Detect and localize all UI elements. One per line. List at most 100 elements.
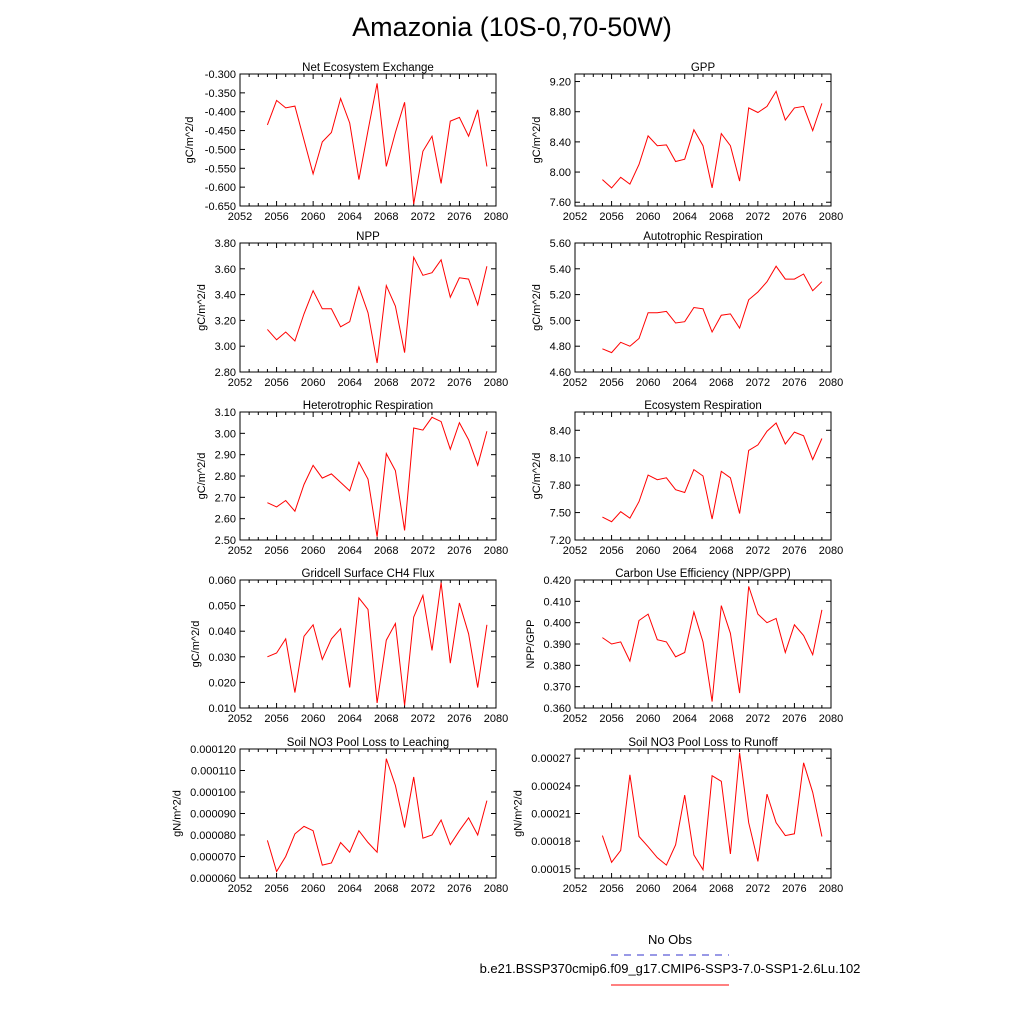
x-tick-label: 2080 bbox=[484, 211, 508, 223]
panel-title: Carbon Use Efficiency (NPP/GPP) bbox=[615, 568, 791, 580]
y-tick-label: 0.420 bbox=[543, 575, 571, 587]
y-tick-label: 0.380 bbox=[543, 660, 571, 672]
x-tick-label: 2072 bbox=[411, 883, 435, 895]
x-tick-label: 2064 bbox=[337, 713, 361, 725]
x-tick-label: 2080 bbox=[484, 883, 508, 895]
y-tick-label: 2.60 bbox=[215, 514, 236, 526]
x-tick-label: 2076 bbox=[447, 545, 471, 557]
y-axis-label: gC/m^2/d bbox=[190, 621, 202, 668]
series-line bbox=[267, 416, 488, 537]
series-line bbox=[266, 83, 488, 205]
x-tick-label: 2060 bbox=[301, 377, 325, 389]
y-tick-label: 0.000070 bbox=[190, 852, 236, 864]
y-tick-label: 5.60 bbox=[550, 238, 571, 250]
x-tick-label: 2052 bbox=[563, 883, 587, 895]
x-tick-label: 2056 bbox=[599, 545, 623, 557]
legend-no-obs-label: No Obs bbox=[647, 932, 693, 947]
y-tick-label: 8.40 bbox=[550, 137, 571, 149]
x-tick-label: 2056 bbox=[599, 377, 623, 389]
x-tick-label: 2060 bbox=[636, 377, 660, 389]
plot-frame bbox=[239, 73, 497, 207]
y-tick-label: 3.00 bbox=[215, 428, 236, 440]
x-tick-label: 2064 bbox=[672, 377, 696, 389]
y-tick-label: 0.020 bbox=[208, 677, 236, 689]
panel-title: Soil NO3 Pool Loss to Runoff bbox=[628, 737, 778, 749]
x-tick-label: 2056 bbox=[599, 713, 623, 725]
x-tick-label: 2052 bbox=[228, 883, 252, 895]
panel-title: Heterotrophic Respiration bbox=[303, 400, 433, 412]
y-tick-label: 0.410 bbox=[543, 596, 571, 608]
x-tick-label: 2068 bbox=[709, 545, 733, 557]
plot-frame bbox=[574, 242, 832, 373]
panel-title: Soil NO3 Pool Loss to Leaching bbox=[287, 737, 449, 749]
y-tick-label: 7.80 bbox=[550, 480, 571, 492]
y-tick-label: 0.050 bbox=[208, 601, 236, 613]
x-tick-label: 2076 bbox=[782, 211, 806, 223]
y-axis-label: gC/m^2/d bbox=[196, 284, 208, 331]
x-tick-label: 2068 bbox=[374, 377, 398, 389]
x-tick-label: 2064 bbox=[672, 211, 696, 223]
x-tick-label: 2056 bbox=[264, 713, 288, 725]
x-tick-label: 2052 bbox=[563, 545, 587, 557]
y-tick-label: 0.00027 bbox=[531, 753, 571, 765]
y-tick-label: 0.00021 bbox=[531, 809, 571, 821]
x-tick-label: 2072 bbox=[746, 377, 770, 389]
x-tick-label: 2060 bbox=[636, 883, 660, 895]
plot-frame bbox=[574, 748, 832, 879]
y-tick-label: 3.40 bbox=[215, 290, 236, 302]
y-tick-label: 7.20 bbox=[550, 535, 571, 547]
y-tick-label: 3.00 bbox=[215, 341, 236, 353]
x-tick-label: 2080 bbox=[484, 377, 508, 389]
x-tick-label: 2068 bbox=[374, 211, 398, 223]
x-tick-label: 2080 bbox=[819, 377, 843, 389]
y-tick-label: 5.00 bbox=[550, 315, 571, 327]
x-tick-label: 2056 bbox=[264, 377, 288, 389]
y-tick-label: 4.80 bbox=[550, 341, 571, 353]
y-tick-label: 0.00015 bbox=[531, 864, 571, 876]
x-tick-label: 2052 bbox=[228, 545, 252, 557]
y-tick-label: -0.550 bbox=[205, 163, 236, 175]
y-tick-label: 4.60 bbox=[550, 367, 571, 379]
y-tick-label: 7.50 bbox=[550, 508, 571, 520]
panel-title: Ecosystem Respiration bbox=[644, 400, 762, 412]
x-tick-label: 2072 bbox=[411, 211, 435, 223]
series-line bbox=[601, 752, 823, 872]
y-tick-label: 3.60 bbox=[215, 264, 236, 276]
x-tick-label: 2076 bbox=[447, 211, 471, 223]
y-tick-label: 0.060 bbox=[208, 575, 236, 587]
x-tick-label: 2076 bbox=[447, 883, 471, 895]
x-tick-label: 2052 bbox=[563, 377, 587, 389]
y-tick-label: 7.60 bbox=[550, 197, 571, 209]
series-line bbox=[267, 255, 488, 364]
y-tick-label: 5.20 bbox=[550, 290, 571, 302]
panel-title: GPP bbox=[691, 62, 716, 74]
series-line bbox=[602, 586, 823, 702]
x-tick-label: 2064 bbox=[337, 377, 361, 389]
x-tick-label: 2060 bbox=[636, 211, 660, 223]
y-tick-label: 0.360 bbox=[543, 703, 571, 715]
x-tick-label: 2068 bbox=[709, 377, 733, 389]
page-title: Amazonia (10S-0,70-50W) bbox=[352, 12, 672, 42]
y-tick-label: -0.400 bbox=[205, 107, 236, 119]
y-tick-label: 0.030 bbox=[208, 652, 236, 664]
y-tick-label: 2.80 bbox=[215, 471, 236, 483]
y-axis-label: gC/m^2/d bbox=[196, 453, 208, 500]
x-tick-label: 2068 bbox=[709, 883, 733, 895]
x-tick-label: 2064 bbox=[672, 713, 696, 725]
x-tick-label: 2056 bbox=[599, 883, 623, 895]
x-tick-label: 2060 bbox=[301, 211, 325, 223]
series-line bbox=[602, 265, 823, 354]
y-tick-label: 5.40 bbox=[550, 264, 571, 276]
x-tick-label: 2068 bbox=[374, 713, 398, 725]
x-tick-label: 2052 bbox=[228, 211, 252, 223]
x-tick-label: 2064 bbox=[337, 545, 361, 557]
x-tick-label: 2080 bbox=[819, 211, 843, 223]
x-tick-label: 2072 bbox=[411, 377, 435, 389]
x-tick-label: 2076 bbox=[447, 377, 471, 389]
x-tick-label: 2064 bbox=[672, 883, 696, 895]
y-tick-label: -0.450 bbox=[205, 126, 236, 138]
series-line bbox=[266, 758, 488, 873]
x-tick-label: 2056 bbox=[264, 211, 288, 223]
x-tick-label: 2068 bbox=[709, 211, 733, 223]
y-tick-label: -0.300 bbox=[205, 69, 236, 81]
